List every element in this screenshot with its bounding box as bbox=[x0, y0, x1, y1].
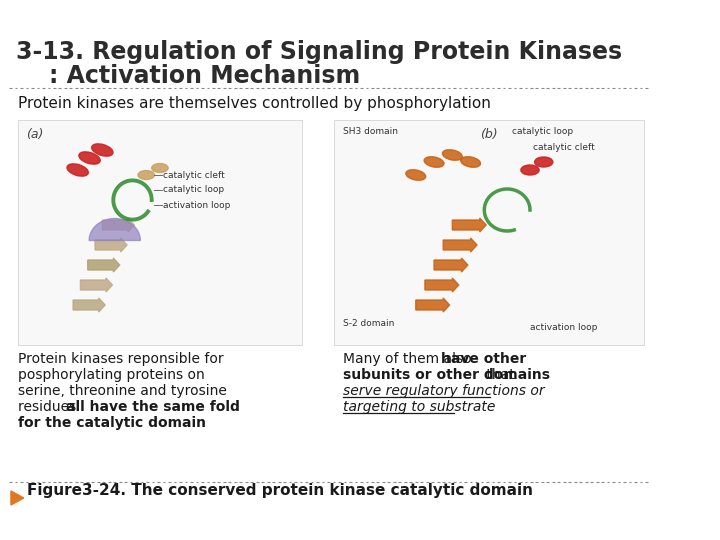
Text: posphorylating proteins on: posphorylating proteins on bbox=[18, 368, 205, 382]
Ellipse shape bbox=[138, 171, 154, 179]
Text: catalytic cleft: catalytic cleft bbox=[163, 171, 225, 179]
Text: SH3 domain: SH3 domain bbox=[343, 127, 397, 137]
Text: have other: have other bbox=[441, 352, 526, 366]
Text: : Activation Mechanism: : Activation Mechanism bbox=[17, 64, 361, 88]
Text: that: that bbox=[482, 368, 516, 382]
Text: activation loop: activation loop bbox=[163, 200, 230, 210]
Text: Many of them also: Many of them also bbox=[343, 352, 476, 366]
Text: for the catalytic domain: for the catalytic domain bbox=[18, 416, 206, 430]
Text: catalytic cleft: catalytic cleft bbox=[533, 143, 595, 152]
Polygon shape bbox=[11, 491, 24, 505]
Text: S-2 domain: S-2 domain bbox=[343, 319, 394, 327]
FancyArrow shape bbox=[102, 218, 135, 232]
Text: Protein kinases are themselves controlled by phosphorylation: Protein kinases are themselves controlle… bbox=[18, 96, 491, 111]
Text: (a): (a) bbox=[26, 128, 43, 141]
FancyArrow shape bbox=[81, 278, 112, 292]
Text: serve regulatory functions or: serve regulatory functions or bbox=[343, 384, 544, 398]
Ellipse shape bbox=[534, 157, 553, 167]
Ellipse shape bbox=[442, 150, 462, 160]
Text: Protein kinases reponsible for: Protein kinases reponsible for bbox=[18, 352, 224, 366]
FancyArrow shape bbox=[88, 258, 120, 272]
FancyArrow shape bbox=[415, 298, 449, 312]
FancyBboxPatch shape bbox=[333, 120, 644, 345]
Text: activation loop: activation loop bbox=[530, 322, 598, 332]
Text: serine, threonine and tyrosine: serine, threonine and tyrosine bbox=[18, 384, 227, 398]
Text: subunits or other domains: subunits or other domains bbox=[343, 368, 549, 382]
Text: residues: residues bbox=[18, 400, 81, 414]
FancyArrow shape bbox=[444, 238, 477, 252]
FancyArrow shape bbox=[452, 218, 486, 232]
Text: targeting to substrate: targeting to substrate bbox=[343, 400, 495, 414]
Ellipse shape bbox=[91, 144, 113, 156]
Ellipse shape bbox=[521, 165, 539, 175]
Text: (b): (b) bbox=[480, 128, 498, 141]
Text: 3-13. Regulation of Signaling Protein Kinases: 3-13. Regulation of Signaling Protein Ki… bbox=[17, 40, 623, 64]
FancyArrow shape bbox=[95, 238, 127, 252]
Text: Figure3-24. The conserved protein kinase catalytic domain: Figure3-24. The conserved protein kinase… bbox=[27, 483, 534, 497]
Ellipse shape bbox=[461, 157, 480, 167]
Ellipse shape bbox=[424, 157, 444, 167]
FancyArrow shape bbox=[434, 258, 468, 272]
FancyBboxPatch shape bbox=[18, 120, 302, 345]
Ellipse shape bbox=[152, 164, 168, 172]
FancyArrow shape bbox=[425, 278, 459, 292]
Ellipse shape bbox=[406, 170, 426, 180]
FancyArrow shape bbox=[73, 298, 105, 312]
Text: catalytic loop: catalytic loop bbox=[512, 127, 573, 137]
Text: catalytic loop: catalytic loop bbox=[163, 186, 224, 194]
Ellipse shape bbox=[67, 164, 89, 176]
Text: all have the same fold: all have the same fold bbox=[66, 400, 240, 414]
Ellipse shape bbox=[79, 152, 100, 164]
